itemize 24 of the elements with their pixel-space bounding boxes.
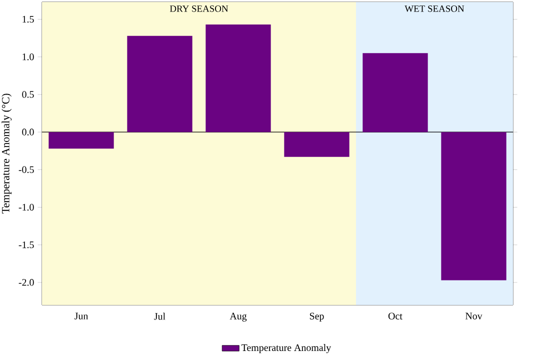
x-tick-label: Sep: [310, 312, 324, 322]
x-tick-label: Oct: [388, 312, 402, 320]
bar: [127, 36, 192, 132]
band-label: DRY SEASON: [170, 6, 228, 12]
y-tick-label: 1.0: [22, 54, 34, 60]
x-tick-label: Nov: [465, 312, 482, 320]
bar: [362, 53, 428, 132]
y-tick-label: -1.0: [18, 204, 34, 211]
x-tick-label: Jul: [154, 312, 166, 320]
y-tick-label: 0.0: [22, 128, 34, 136]
y-tick-label: -2.0: [18, 279, 34, 286]
bar: [441, 132, 506, 280]
y-tick-label: 0.5: [22, 91, 34, 98]
band-label: WET SEASON: [404, 6, 464, 12]
y-tick-label: -0.5: [18, 166, 34, 174]
y-tick-label: -1.5: [18, 241, 34, 248]
legend-label: Temperature Anomaly: [242, 344, 332, 354]
bar: [48, 132, 114, 149]
bar: [284, 132, 350, 157]
x-tick-label: Jun: [74, 312, 88, 320]
y-axis-title: Temperature Anomaly (°C): [2, 94, 12, 214]
bar: [206, 24, 271, 132]
x-tick-label: Aug: [230, 312, 247, 322]
y-tick-label: 1.5: [22, 16, 34, 23]
